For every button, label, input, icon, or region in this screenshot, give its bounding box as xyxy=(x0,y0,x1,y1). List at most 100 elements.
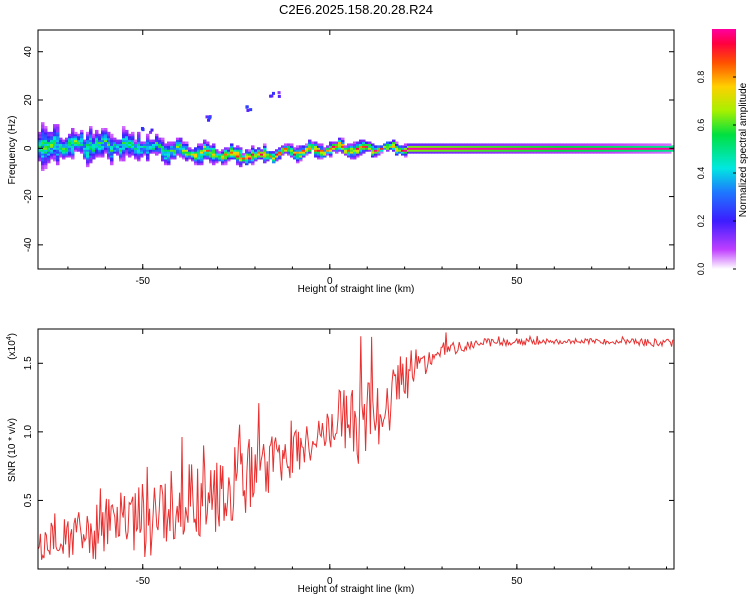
spectrogram-cell xyxy=(578,143,582,146)
spectrogram-cell xyxy=(146,147,150,150)
spectrogram-cell xyxy=(194,162,198,166)
spectrogram-cell xyxy=(503,145,507,148)
spectrogram-cell xyxy=(302,145,306,148)
spectrogram-cell xyxy=(443,149,447,152)
spectrogram-cell xyxy=(59,151,63,154)
spectrogram-cell xyxy=(131,151,135,154)
spectrogram-outlier xyxy=(207,115,211,119)
spectrogram-cell xyxy=(602,151,606,154)
spectrogram-cell xyxy=(323,149,327,152)
spectrogram-cell xyxy=(236,160,240,164)
spectrogram-cell xyxy=(635,147,639,150)
spectrogram-cell xyxy=(350,156,354,160)
spectrogram-cell xyxy=(491,145,495,148)
spectrogram-cell xyxy=(275,156,279,160)
spectrogram-cell xyxy=(497,151,501,154)
spectrogram-cell xyxy=(107,151,111,154)
spectrogram-cell xyxy=(110,155,114,158)
spectrogram-cell xyxy=(164,145,168,148)
spectrogram-cell xyxy=(212,153,216,156)
spectrogram-cell xyxy=(323,153,327,156)
spectrogram-cell xyxy=(65,139,69,143)
spectrogram-cell xyxy=(308,147,312,150)
spectrogram-cell xyxy=(320,155,324,158)
spectrogram-cell xyxy=(395,151,399,154)
spectrogram-cell xyxy=(41,143,45,146)
spectrogram-cell xyxy=(554,151,558,154)
spectrogram-cell xyxy=(311,143,315,146)
spectrogram-cell xyxy=(515,147,519,150)
spectrogram-cell xyxy=(128,151,132,154)
spectrogram-cell xyxy=(350,143,354,146)
spectrogram-cell xyxy=(470,147,474,150)
spectrogram-cell xyxy=(389,147,393,150)
spectrogram-cell xyxy=(80,131,84,135)
spectrogram-cell xyxy=(155,147,159,150)
colorbar: 0.00.20.40.60.8 Normalized spectral ampl… xyxy=(696,29,749,275)
spectrogram-cell xyxy=(584,145,588,148)
spectrogram-cell xyxy=(254,151,258,154)
spectrogram-cell xyxy=(287,149,291,152)
spectrogram-cell xyxy=(371,147,375,150)
spectrogram-cell xyxy=(41,162,45,166)
spectrogram-cell xyxy=(119,147,123,150)
spectrogram-cell xyxy=(257,149,261,152)
spectrogram-cell xyxy=(227,149,231,152)
spectrogram-cell xyxy=(437,149,441,152)
spectrogram-cell xyxy=(80,129,84,133)
spectrogram-cell xyxy=(602,147,606,150)
spectrogram-cell xyxy=(512,151,516,154)
spectrogram-cell xyxy=(56,129,60,133)
spectrogram-cell xyxy=(446,149,450,152)
spectrogram-cell xyxy=(509,143,513,146)
spectrogram-cell xyxy=(329,149,333,152)
spectrogram-cell xyxy=(563,143,567,146)
spectrogram-cell xyxy=(53,139,57,143)
spectrogram-cell xyxy=(245,160,249,164)
spectrogram-cell xyxy=(461,147,465,150)
colorbar-tick-label: 0.8 xyxy=(696,71,706,84)
spectrogram-cell xyxy=(317,156,321,160)
spectrogram-cell xyxy=(542,145,546,148)
spectrogram-cell xyxy=(638,147,642,150)
spectrogram-cell xyxy=(551,149,555,152)
spectrogram-cell xyxy=(296,158,300,162)
spectrogram-cell xyxy=(176,151,180,154)
spectrogram-cell xyxy=(482,151,486,154)
spectrogram-cell xyxy=(599,151,603,154)
spectrogram-cell xyxy=(56,133,60,137)
spectrogram-cell xyxy=(476,143,480,146)
spectrogram-cell xyxy=(596,143,600,146)
spectrogram-cell xyxy=(314,153,318,156)
spectrogram-cell xyxy=(155,149,159,152)
spectrogram-cell xyxy=(497,145,501,148)
spectrogram-cell xyxy=(443,147,447,150)
spectrogram-cell xyxy=(98,143,102,146)
spectrogram-cell xyxy=(638,143,642,146)
spectrogram-cell xyxy=(338,145,342,148)
spectrogram-cell xyxy=(356,153,360,156)
spectrogram-cell xyxy=(68,147,72,150)
spectrogram-cell xyxy=(569,151,573,154)
spectrogram-cell xyxy=(131,147,135,150)
spectrogram-cell xyxy=(89,143,93,146)
spectrogram-cell xyxy=(275,155,279,158)
spectrogram-cell xyxy=(395,147,399,150)
spectrogram-cell xyxy=(110,162,114,166)
spectrogram-cell xyxy=(566,147,570,150)
spectrogram-cell xyxy=(74,135,78,139)
spectrogram-cell xyxy=(83,149,87,152)
spectrogram-cell xyxy=(164,162,168,166)
spectrogram-cell xyxy=(302,155,306,158)
spectrogram-cell xyxy=(635,143,639,146)
spectrogram-cell xyxy=(572,143,576,146)
spectrogram-cell xyxy=(341,147,345,150)
spectrogram-cell xyxy=(518,143,522,146)
colorbar-tick-label: 0.6 xyxy=(696,119,706,132)
spectrogram-cell xyxy=(101,131,105,135)
spectrogram-cell xyxy=(539,149,543,152)
spectrogram-cell xyxy=(131,139,135,143)
spectrogram-cell xyxy=(650,147,654,150)
spectrogram-cell xyxy=(623,149,627,152)
spectrogram-cell xyxy=(416,145,420,148)
